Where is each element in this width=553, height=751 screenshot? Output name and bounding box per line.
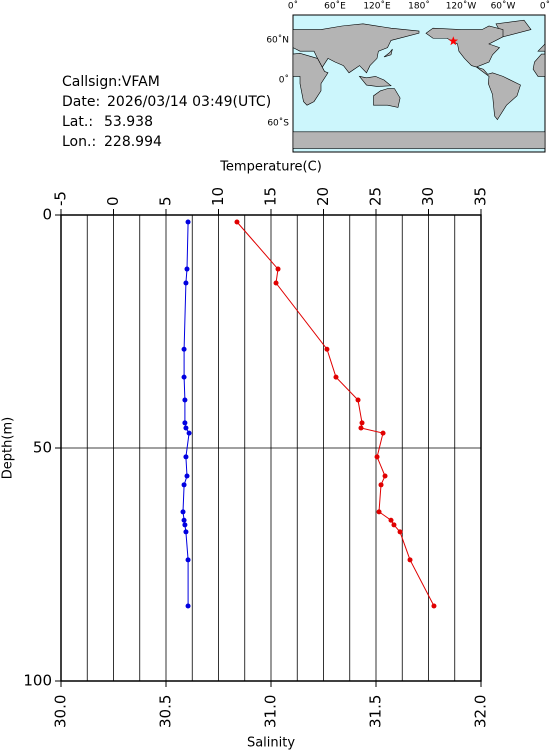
profile-point (234, 219, 240, 225)
profile-point (181, 517, 187, 523)
x-tick-label: 31.5 (367, 695, 385, 728)
profile-point (355, 397, 361, 403)
profile-point (183, 280, 189, 286)
profile-point (407, 557, 413, 563)
x2-tick-label: 20 (314, 187, 332, 206)
profile-point (358, 425, 364, 431)
profile-point (378, 482, 384, 488)
profile-point (184, 266, 190, 272)
map-lon-label: 120˚W (446, 1, 477, 12)
profile-point (324, 346, 330, 352)
profile-point (359, 420, 365, 426)
x2-tick-label: 0 (104, 196, 122, 206)
profile-point (183, 529, 189, 535)
date-label: Date: (62, 94, 100, 110)
profile-point (182, 397, 188, 403)
map-lat-label: 60˚S (267, 118, 289, 129)
profile-point (181, 346, 187, 352)
map-lon-label: 0˚ (540, 1, 550, 12)
x-tick-label: 31.0 (262, 695, 280, 728)
profile-point (185, 557, 191, 563)
x-tick-label: 30.0 (52, 695, 70, 728)
profile-point (181, 482, 187, 488)
callsign: Callsign:VFAM (62, 74, 160, 90)
map-lat-label: 0˚ (279, 75, 289, 86)
profile-point (376, 509, 382, 515)
profile-point (186, 430, 192, 436)
x-tick-label: 30.5 (157, 695, 175, 728)
profile-point (273, 280, 279, 286)
map-lon-label: 60˚W (491, 1, 516, 12)
position-star (448, 36, 459, 46)
x2-tick-label: 30 (419, 187, 437, 206)
profile-point (183, 454, 189, 460)
continents (293, 20, 545, 148)
lon: 228.994 (104, 134, 162, 150)
lat: 53.938 (104, 114, 153, 130)
map-lon-label: 60˚E (324, 1, 346, 12)
profile-point (388, 517, 394, 523)
lat-label: Lat.: (62, 114, 93, 130)
x2-tick-label: 25 (367, 187, 385, 206)
x-axis-title: Salinity (247, 736, 295, 751)
y-tick-label: 100 (23, 672, 52, 690)
profile-point (183, 425, 189, 431)
x2-tick-label: -5 (52, 191, 70, 206)
profile-point (182, 420, 188, 426)
profile-point (275, 266, 281, 272)
x-tick-label: 32.0 (472, 695, 490, 728)
profile-line (236, 221, 435, 607)
map: 0˚ 60˚E 120˚E 180˚ 120˚W 60˚W 0˚ 60˚N 0˚… (266, 1, 550, 153)
profile-point (391, 522, 397, 528)
profile-point (182, 522, 188, 528)
x2-tick-label: 35 (472, 187, 490, 206)
profile-point (181, 374, 187, 380)
map-lon-label: 180˚ (408, 1, 430, 12)
y-axis-title: Depth(m) (1, 417, 16, 479)
y-tick-label: 0 (42, 206, 52, 224)
profile-point (380, 430, 386, 436)
x2-tick-label: 5 (157, 196, 175, 206)
profile-point (382, 473, 388, 479)
date: 2026/03/14 03:49(UTC) (107, 94, 271, 110)
profile-point (185, 219, 191, 225)
x2-tick-label: 10 (209, 187, 227, 206)
profile-point (184, 473, 190, 479)
profile-point (374, 454, 380, 460)
profile-point (333, 374, 339, 380)
map-lon-label: 120˚E (363, 1, 391, 12)
profile-point (397, 529, 403, 535)
profile-point (431, 603, 437, 609)
y-tick-label: 50 (33, 439, 52, 457)
lon-label: Lon.: (62, 134, 96, 150)
profile-line (182, 221, 190, 606)
x2-axis-title: Temperature(C) (219, 160, 322, 175)
x2-tick-label: 15 (262, 187, 280, 206)
profile-point (185, 603, 191, 609)
profile-point (180, 509, 186, 515)
map-lon-label: 0˚ (288, 1, 298, 12)
map-lat-label: 60˚N (266, 35, 289, 46)
